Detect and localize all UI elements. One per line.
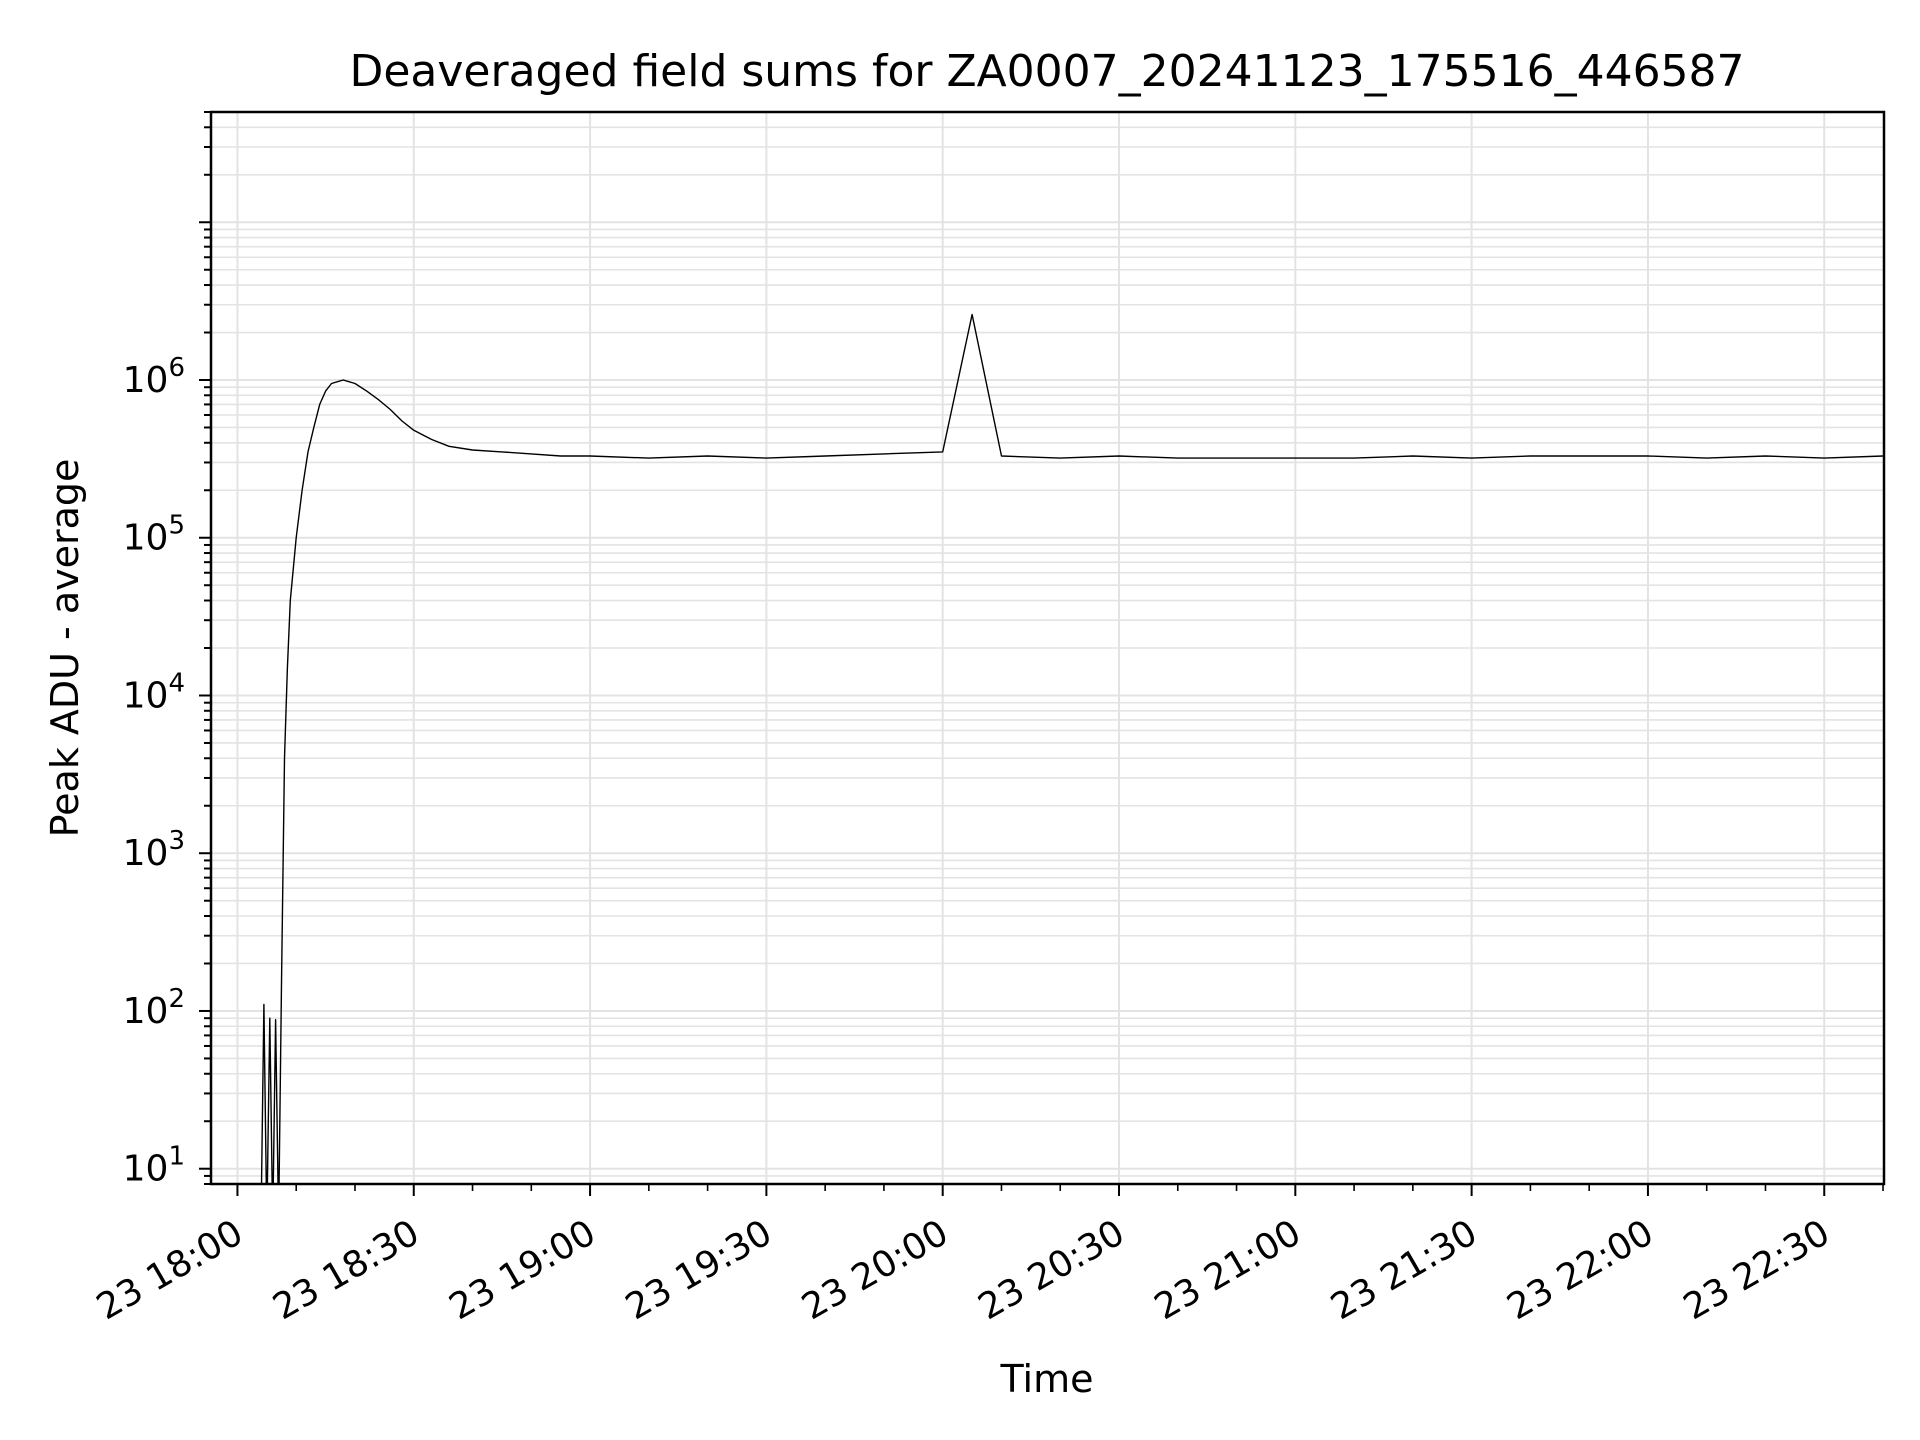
y-tick-base: 10 bbox=[123, 991, 169, 1032]
y-tick-exponent: 1 bbox=[168, 1142, 185, 1172]
y-tick-exponent: 4 bbox=[168, 668, 185, 698]
series-line-0 bbox=[260, 313, 1884, 1184]
x-tick-label: 23 22:00 bbox=[1501, 1212, 1661, 1328]
y-tick-exponent: 3 bbox=[168, 826, 185, 856]
y-tick-label: 103 bbox=[123, 826, 185, 874]
y-tick-base: 10 bbox=[123, 518, 169, 559]
y-tick-exponent: 2 bbox=[168, 984, 185, 1014]
x-tick-label: 23 22:30 bbox=[1677, 1212, 1837, 1328]
x-tick-label: 23 18:00 bbox=[90, 1212, 250, 1328]
y-tick-base: 10 bbox=[123, 1149, 169, 1190]
series-layer bbox=[260, 313, 1884, 1184]
y-tick-label: 104 bbox=[123, 668, 185, 716]
y-axis-label: Peak ADU - average bbox=[43, 459, 87, 838]
y-tick-base: 10 bbox=[123, 360, 169, 401]
x-tick-label: 23 18:30 bbox=[266, 1212, 426, 1328]
x-tick-label: 23 19:30 bbox=[619, 1212, 779, 1328]
x-tick-label: 23 20:30 bbox=[972, 1212, 1132, 1328]
y-tick-label: 102 bbox=[123, 984, 185, 1032]
x-tick-label: 23 20:00 bbox=[795, 1212, 955, 1328]
y-tick-label: 105 bbox=[123, 511, 185, 559]
x-axis-label: Time bbox=[1000, 1357, 1094, 1401]
grid-lines bbox=[211, 111, 1884, 1185]
y-tick-exponent: 6 bbox=[168, 353, 185, 383]
y-tick-base: 10 bbox=[123, 833, 169, 874]
y-tick-exponent: 5 bbox=[168, 511, 185, 541]
chart-title: Deaveraged field sums for ZA0007_2024112… bbox=[349, 46, 1744, 97]
y-tick-label: 106 bbox=[123, 353, 185, 401]
x-axis-ticks: 23 18:00 23 18:30 23 19:00 23 19:30 23 20:00… bbox=[90, 1184, 1884, 1328]
x-tick-label: 23 21:00 bbox=[1148, 1212, 1308, 1328]
x-tick-label: 23 19:00 bbox=[443, 1212, 603, 1328]
y-tick-label: 101 bbox=[123, 1142, 185, 1190]
y-tick-base: 10 bbox=[123, 675, 169, 716]
x-tick-label: 23 21:30 bbox=[1324, 1212, 1484, 1328]
plot-frame bbox=[209, 110, 1886, 1186]
